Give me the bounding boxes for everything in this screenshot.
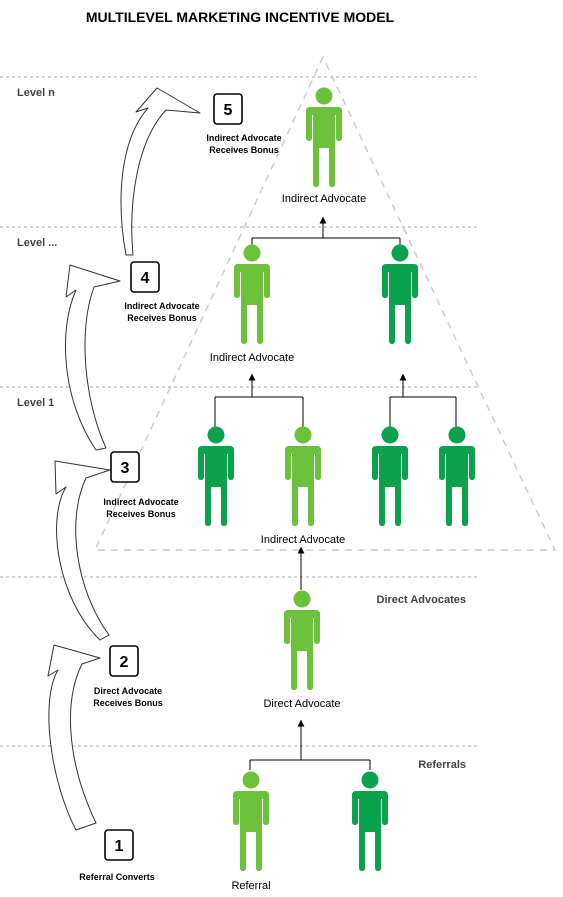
step-5-caption-line2: Receives Bonus xyxy=(209,145,279,155)
person-referral-right xyxy=(352,771,388,871)
curve-arrow-3 xyxy=(64,264,121,451)
person-direct-advocate xyxy=(284,590,320,690)
person-top-indirect-advocate xyxy=(306,87,342,187)
step-3-caption-line1: Indirect Advocate xyxy=(103,497,178,507)
step-1-caption: Referral Converts xyxy=(79,872,155,882)
person-level-mid-left xyxy=(234,244,270,344)
step-5-caption-line1: Indirect Advocate xyxy=(206,133,281,143)
label-referral: Referral xyxy=(231,880,270,892)
step-4: 4 Indirect Advocate Receives Bonus xyxy=(124,261,200,323)
person-level-mid-right xyxy=(382,244,418,344)
label-level1-indirect-advocate: Indirect Advocate xyxy=(261,534,345,546)
step-3-number: 3 xyxy=(121,460,130,477)
step-5-box xyxy=(213,93,243,125)
diagram-title: MULTILEVEL MARKETING INCENTIVE MODEL xyxy=(86,9,395,25)
step-2-caption-line1: Direct Advocate xyxy=(94,686,162,696)
person-referral-left xyxy=(233,771,269,871)
step-4-number: 4 xyxy=(141,270,150,287)
step-3: 3 Indirect Advocate Receives Bonus xyxy=(103,451,179,519)
step-2-box xyxy=(109,645,139,677)
step-5-number: 5 xyxy=(224,102,233,119)
label-top-indirect-advocate: Indirect Advocate xyxy=(282,193,366,205)
direct-advocates-label: Direct Advocates xyxy=(377,594,466,606)
step-5: 5 Indirect Advocate Receives Bonus xyxy=(206,93,282,155)
step-4-caption-line1: Indirect Advocate xyxy=(124,301,199,311)
step-4-caption-line2: Receives Bonus xyxy=(127,313,197,323)
person-level1-c xyxy=(372,426,408,526)
level-mid-label: Level ... xyxy=(17,237,57,249)
referrals-level-label: Referrals xyxy=(418,759,466,771)
step-1: 1 Referral Converts xyxy=(79,829,155,882)
curve-arrow-4 xyxy=(120,87,201,256)
person-level1-d xyxy=(439,426,475,526)
network-triangle xyxy=(93,55,557,551)
curve-arrow-1 xyxy=(47,644,101,831)
step-2-caption-line2: Receives Bonus xyxy=(93,698,163,708)
person-level1-b xyxy=(285,426,321,526)
step-1-number: 1 xyxy=(115,838,124,855)
person-level1-a xyxy=(198,426,234,526)
connectors xyxy=(214,216,457,770)
label-direct-advocate: Direct Advocate xyxy=(263,698,340,710)
step-1-box xyxy=(104,829,134,861)
step-3-box xyxy=(110,451,140,483)
step-4-box xyxy=(130,261,160,293)
level-n-label: Level n xyxy=(17,87,55,99)
curve-arrow-2 xyxy=(54,460,111,641)
level-1-label: Level 1 xyxy=(17,397,54,409)
label-level-mid-indirect-advocate: Indirect Advocate xyxy=(210,352,294,364)
step-2-number: 2 xyxy=(120,654,129,671)
step-3-caption-line2: Receives Bonus xyxy=(106,509,176,519)
step-2: 2 Direct Advocate Receives Bonus xyxy=(93,645,163,708)
